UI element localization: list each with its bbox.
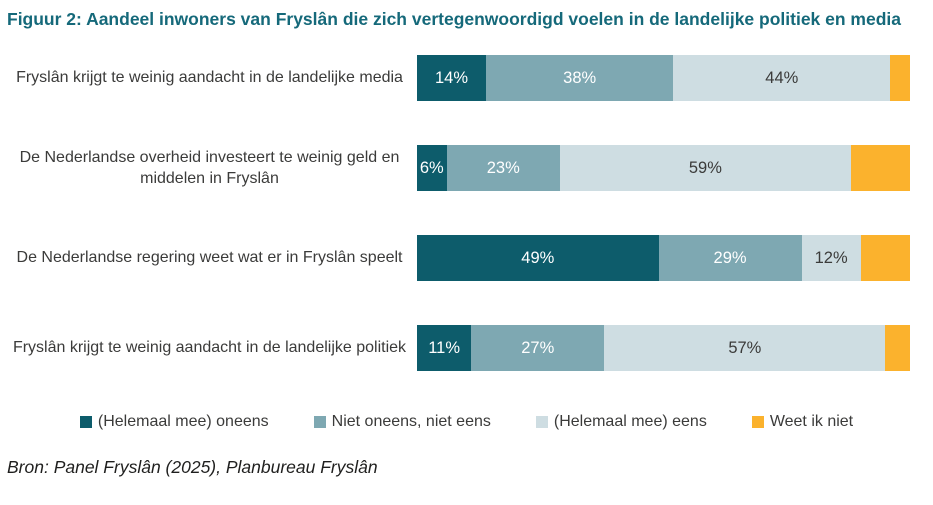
bar-segment bbox=[850, 145, 910, 192]
bar-segment bbox=[885, 325, 910, 372]
legend-item: Weet ik niet bbox=[751, 413, 854, 431]
legend-swatch-icon bbox=[79, 416, 92, 429]
chart-row: De Nederlandse regering weet wat er in F… bbox=[0, 235, 933, 282]
legend-label: Weet ik niet bbox=[769, 413, 854, 431]
bar-value-label: 11% bbox=[428, 338, 461, 357]
bar-segment: 49% bbox=[417, 235, 659, 282]
chart-rows: Fryslân krijgt te weinig aandacht in de … bbox=[0, 55, 933, 372]
bar-value-label: 12% bbox=[814, 248, 848, 267]
legend-swatch-icon bbox=[535, 416, 548, 429]
bar-segment: 59% bbox=[559, 145, 851, 192]
bar-segment bbox=[890, 55, 910, 102]
row-label: Fryslân krijgt te weinig aandacht in de … bbox=[16, 69, 403, 87]
chart-legend: (Helemaal mee) oneens Niet oneens, niet e… bbox=[0, 413, 933, 431]
bar-segment: 23% bbox=[446, 145, 560, 192]
bar-segment: 14% bbox=[417, 55, 487, 102]
chart-row: Fryslân krijgt te weinig aandacht in de … bbox=[0, 325, 933, 372]
legend-item: Niet oneens, niet eens bbox=[313, 413, 491, 431]
bar-value-label: 27% bbox=[521, 338, 555, 357]
bar-value-label: 23% bbox=[486, 158, 520, 177]
chart-title: Figuur 2: Aandeel inwoners van Fryslân d… bbox=[7, 9, 902, 29]
stacked-bar: 49% 29% 12% bbox=[417, 235, 910, 282]
legend-item: (Helemaal mee) oneens bbox=[79, 413, 269, 431]
bar-value-label: 6% bbox=[419, 158, 444, 177]
bar-value-label: 29% bbox=[713, 248, 747, 267]
legend-swatch-icon bbox=[313, 416, 326, 429]
stacked-bar: 14% 38% 44% bbox=[417, 55, 910, 102]
source-note: Bron: Panel Fryslân (2025), Planbureau F… bbox=[7, 457, 378, 478]
bar-segment bbox=[860, 235, 910, 282]
bar-segment: 57% bbox=[604, 325, 886, 372]
chart-row: Fryslân krijgt te weinig aandacht in de … bbox=[0, 55, 933, 102]
bar-value-label: 44% bbox=[765, 68, 799, 87]
bar-segment: 11% bbox=[417, 325, 472, 372]
legend-swatch-icon bbox=[751, 416, 764, 429]
legend-item: (Helemaal mee) eens bbox=[535, 413, 707, 431]
bar-segment: 38% bbox=[486, 55, 674, 102]
stacked-bar: 11% 27% 57% bbox=[417, 325, 910, 372]
chart-row: De Nederlandse overheid investeert te we… bbox=[0, 145, 933, 192]
bar-segment: 27% bbox=[471, 325, 605, 372]
legend-label: Niet oneens, niet eens bbox=[331, 413, 491, 431]
bar-segment: 44% bbox=[673, 55, 891, 102]
legend-label: (Helemaal mee) oneens bbox=[97, 413, 269, 431]
bar-value-label: 57% bbox=[728, 338, 762, 357]
bar-value-label: 49% bbox=[521, 248, 555, 267]
row-label: De Nederlandse regering weet wat er in F… bbox=[16, 249, 403, 267]
bar-value-label: 59% bbox=[688, 158, 722, 177]
row-label: Fryslân krijgt te weinig aandacht in de … bbox=[12, 339, 407, 357]
bar-segment: 29% bbox=[658, 235, 802, 282]
bar-segment: 6% bbox=[417, 145, 447, 192]
bar-value-label: 38% bbox=[563, 68, 597, 87]
legend-label: (Helemaal mee) eens bbox=[553, 413, 707, 431]
row-label: De Nederlandse overheid investeert te we… bbox=[19, 148, 400, 188]
bar-segment: 12% bbox=[801, 235, 861, 282]
bar-value-label: 14% bbox=[434, 68, 469, 87]
stacked-bar: 6% 23% 59% bbox=[417, 145, 910, 192]
